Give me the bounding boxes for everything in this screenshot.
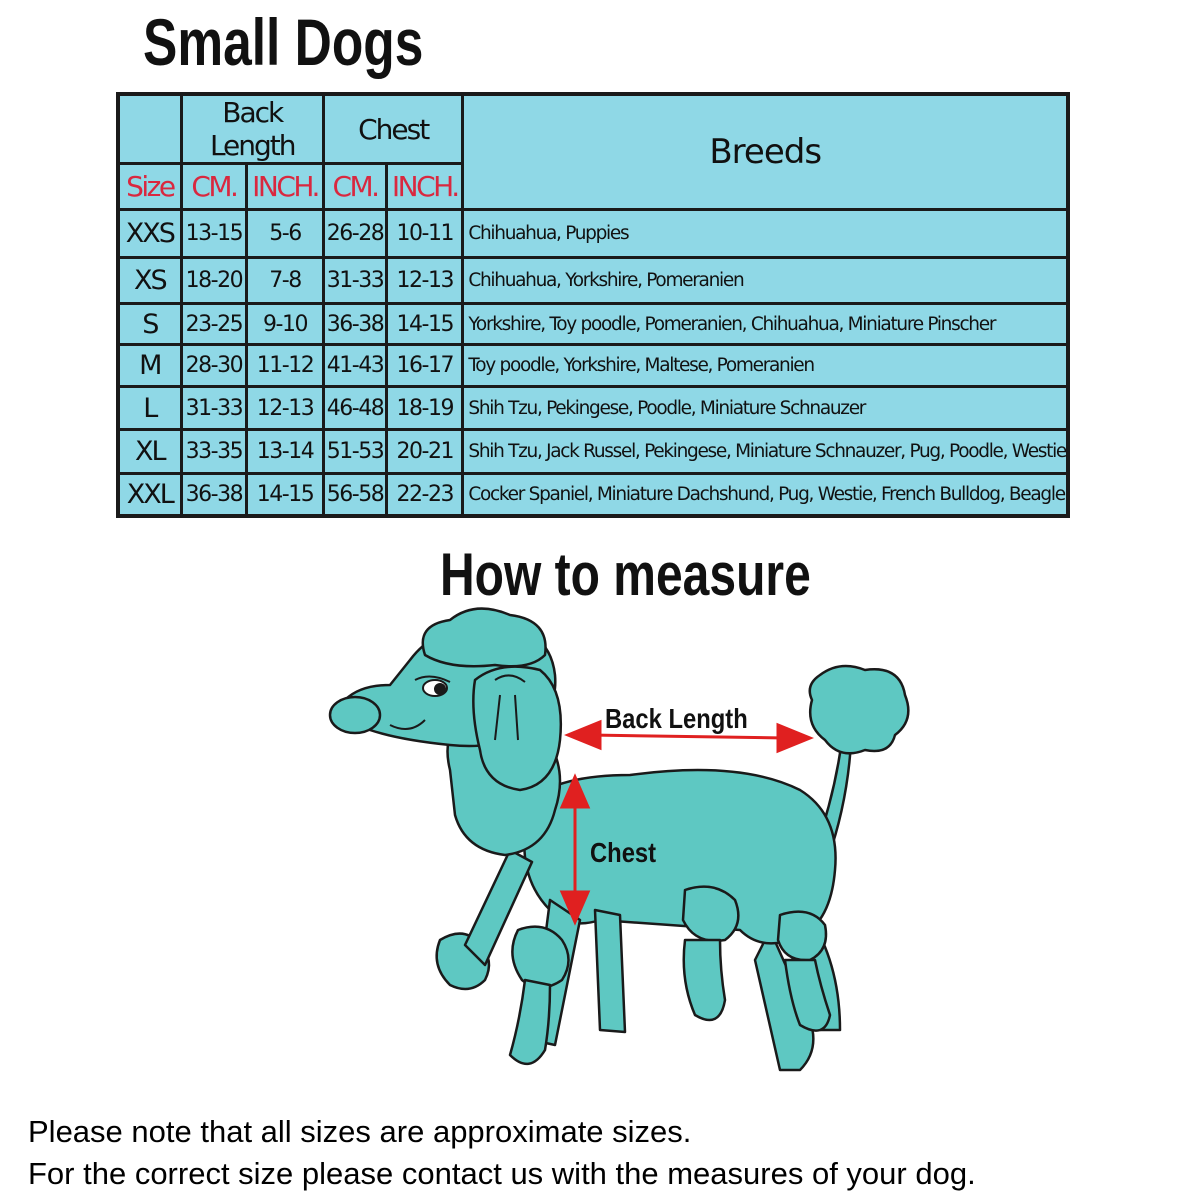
breeds-cell: Shih Tzu, Pekingese, Poodle, Miniature S… (461, 385, 1070, 431)
chest-inch-cell: 14-15 (385, 302, 465, 346)
size-cell: S (116, 302, 183, 346)
table-row: L 31-33 12-13 46-48 18-19 Shih Tzu, Pekingese… (116, 385, 1070, 431)
back-cm-cell: 18-20 (179, 256, 249, 305)
back-cm-cell: 23-25 (179, 302, 249, 346)
chest-inch-cell: 10-11 (385, 208, 465, 259)
page-title: Small Dogs (143, 5, 424, 79)
chest-inch-cell: 16-17 (385, 343, 465, 388)
dog-nose (328, 695, 382, 735)
back-cm-cell: 31-33 (179, 385, 249, 431)
size-cell: XXS (116, 208, 183, 259)
size-cell: XXL (116, 472, 183, 517)
back-cm-cell: 28-30 (179, 343, 249, 388)
table-row: XXS 13-15 5-6 26-28 10-11 Chihuahua, Puppies (116, 208, 1070, 259)
arrow-head-left (564, 719, 602, 751)
approximate-sizes-note: Please note that all sizes are approxima… (28, 1114, 692, 1149)
back-length-arrow (589, 733, 786, 740)
breeds-cell: Yorkshire, Toy poodle, Pomeranien, Chihu… (461, 302, 1070, 346)
back-inch-cell: 5-6 (245, 208, 325, 259)
back-inch-cell: 13-14 (245, 428, 325, 475)
chest-cm-header: CM. (321, 162, 389, 211)
chest-cm-cell: 41-43 (321, 343, 389, 388)
arrow-head-right (776, 722, 814, 754)
size-header: Size (116, 162, 183, 211)
dog-tail-pom (808, 664, 910, 755)
back-inch-cell: 11-12 (245, 343, 325, 388)
back-inch-cell: 14-15 (245, 472, 325, 517)
chest-label: Chest (590, 836, 656, 868)
size-cell: XL (116, 428, 183, 475)
chest-inch-cell: 22-23 (385, 472, 465, 517)
size-chart-table: Back Length Chest Breeds Size CM. INCH. … (116, 92, 1070, 518)
back-cm-cell: 36-38 (179, 472, 249, 517)
chest-inch-cell: 12-13 (385, 256, 465, 305)
breeds-cell: Cocker Spaniel, Miniature Dachshund, Pug… (461, 472, 1070, 517)
back-inch-header: INCH. (245, 162, 325, 211)
poodle-measurement-illustration: Back Length Chest (328, 607, 910, 1072)
back-cm-cell: 13-15 (179, 208, 249, 259)
size-cell: M (116, 343, 183, 388)
chest-cm-cell: 56-58 (321, 472, 389, 517)
back-length-header: Back Length (179, 92, 325, 165)
table-row: XS 18-20 7-8 31-33 12-13 Chihuahua, Yorkshire… (116, 256, 1070, 305)
chest-inch-cell: 20-21 (385, 428, 465, 475)
breeds-cell: Shih Tzu, Jack Russel, Pekingese, Miniat… (461, 428, 1070, 475)
table-row: S 23-25 9-10 36-38 14-15 Yorkshire, Toy poodl… (116, 302, 1070, 346)
chest-cm-cell: 51-53 (321, 428, 389, 475)
back-length-label: Back Length (605, 702, 748, 734)
dog-topknot (421, 607, 547, 668)
back-cm-header: CM. (179, 162, 249, 211)
arrow-head-down (559, 890, 591, 926)
back-inch-cell: 7-8 (245, 256, 325, 305)
chest-cm-cell: 36-38 (321, 302, 389, 346)
chest-inch-header: INCH. (385, 162, 465, 211)
back-cm-cell: 33-35 (179, 428, 249, 475)
breeds-cell: Toy poodle, Yorkshire, Maltese, Pomerani… (461, 343, 1070, 388)
empty-corner-cell (116, 92, 183, 165)
breeds-cell: Chihuahua, Yorkshire, Pomeranien (461, 256, 1070, 305)
dog-eye (414, 675, 451, 683)
chest-inch-cell: 18-19 (385, 385, 465, 431)
breeds-header: Breeds (461, 92, 1070, 211)
size-cell: XS (116, 256, 183, 305)
chest-cm-cell: 31-33 (321, 256, 389, 305)
chest-cm-cell: 46-48 (321, 385, 389, 431)
table-row: M 28-30 11-12 41-43 16-17 Toy poodle, Yorkshi… (116, 343, 1070, 388)
how-to-measure-title: How to measure (440, 541, 811, 608)
table-row: XXL 36-38 14-15 56-58 22-23 Cocker Spaniel, M… (116, 472, 1070, 517)
dog-smile (389, 719, 426, 730)
breeds-cell: Chihuahua, Puppies (461, 208, 1070, 259)
dog-front-leg-2 (593, 908, 627, 1034)
arrow-head-up (559, 773, 591, 809)
chest-cm-cell: 26-28 (321, 208, 389, 259)
contact-note: For the correct size please contact us w… (28, 1156, 976, 1191)
size-cell: L (116, 385, 183, 431)
back-inch-cell: 9-10 (245, 302, 325, 346)
chest-header: Chest (321, 92, 465, 165)
back-inch-cell: 12-13 (245, 385, 325, 431)
table-row: XL 33-35 13-14 51-53 20-21 Shih Tzu, Jack Rus… (116, 428, 1070, 475)
